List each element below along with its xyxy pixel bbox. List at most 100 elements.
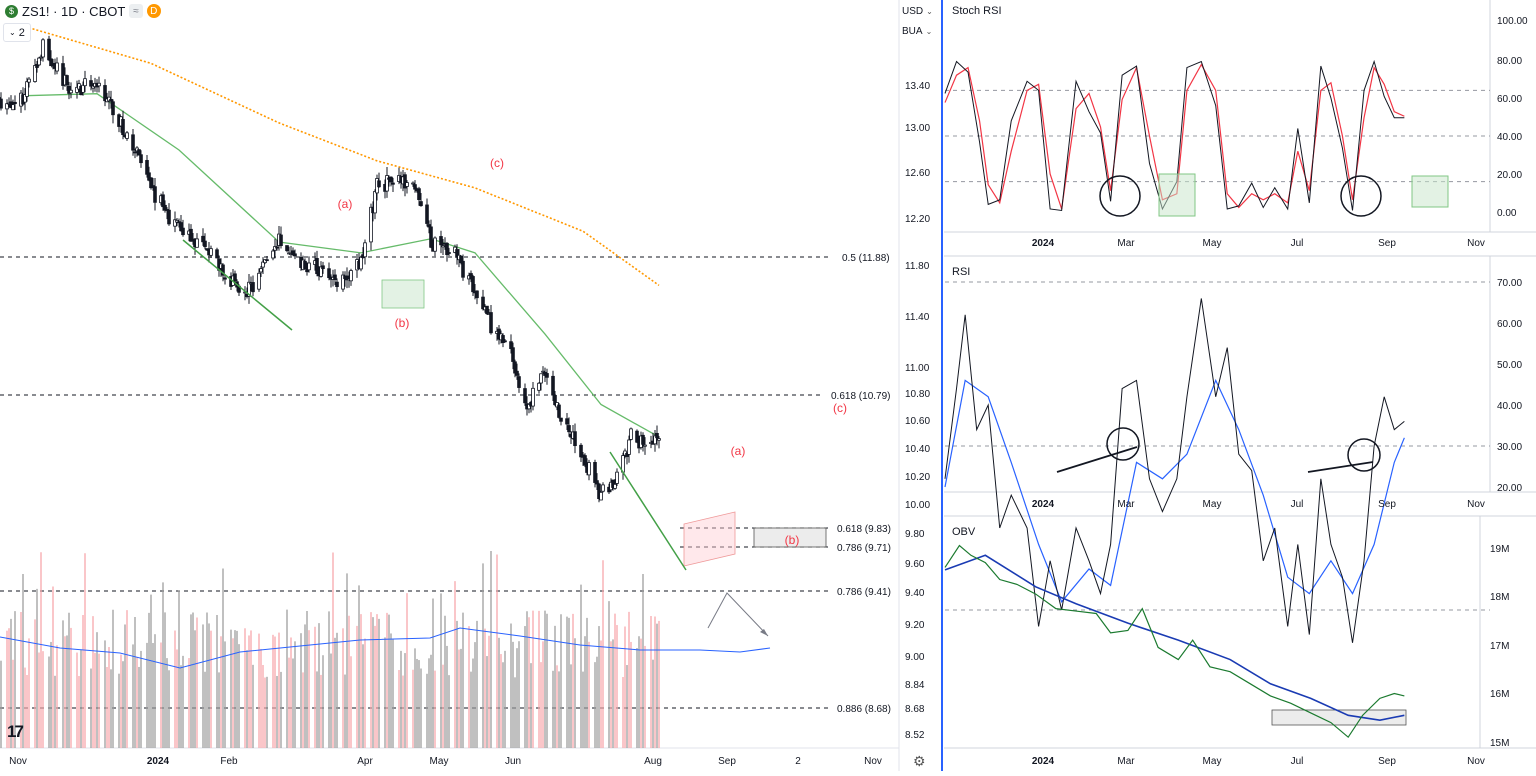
rsi-title: RSI xyxy=(952,266,970,278)
obv-time-label: May xyxy=(1203,756,1222,767)
unit-selector[interactable]: BUA ⌄ xyxy=(902,23,932,40)
candle-body xyxy=(406,183,409,187)
flag-channel xyxy=(684,512,735,566)
candle-body xyxy=(414,185,417,190)
candle-body xyxy=(588,463,591,475)
rsi-tick-label: 60.00 xyxy=(1497,319,1522,330)
wave-label: (b) xyxy=(785,533,800,547)
price-tick-label: 9.80 xyxy=(905,529,925,540)
fib-level-label: 0.618 (9.83) xyxy=(837,524,891,535)
candle-body xyxy=(132,135,135,150)
rsi-time-label: Mar xyxy=(1117,499,1135,510)
candle-body xyxy=(532,388,535,406)
candle-body xyxy=(0,99,2,108)
price-tick-label: 12.60 xyxy=(905,168,930,179)
candle-body xyxy=(252,282,255,291)
wave-label: (a) xyxy=(731,444,746,458)
time-tick-label: Apr xyxy=(357,756,373,767)
candle-body xyxy=(216,250,219,258)
price-pane: 0.5 (11.88)0.618 (10.79)0.618 (9.83)0.78… xyxy=(0,25,891,748)
stoch-time-label: May xyxy=(1203,238,1222,249)
obv-support-box xyxy=(1272,710,1406,725)
candle-body xyxy=(524,389,527,403)
candle-body xyxy=(448,253,451,254)
candle-body xyxy=(420,202,423,206)
soybean-logo-icon: $ xyxy=(5,5,18,18)
candle-body xyxy=(518,377,521,388)
delayed-data-badge[interactable]: D xyxy=(147,4,161,18)
candle-body xyxy=(12,105,15,110)
candle-body xyxy=(412,183,415,184)
chevron-down-icon: ⌄ xyxy=(926,27,933,36)
gear-icon[interactable]: ⚙ xyxy=(913,753,926,770)
tradingview-logo-icon[interactable]: 17 xyxy=(7,722,22,742)
candle-body xyxy=(66,76,69,85)
time-tick-label: Aug xyxy=(644,756,662,767)
price-tick-label: 9.20 xyxy=(905,620,925,631)
fib-level-label: 0.5 (11.88) xyxy=(842,253,890,264)
obv-time-label: Sep xyxy=(1378,756,1396,767)
candle-body xyxy=(138,150,141,156)
rsi-ma-line xyxy=(945,380,1404,601)
candle-body xyxy=(260,269,263,272)
candle-body xyxy=(276,247,279,248)
stoch-tick-label: 20.00 xyxy=(1497,170,1522,181)
price-tick-label: 11.00 xyxy=(905,363,930,374)
rsi-pane xyxy=(945,282,1490,643)
candle-body xyxy=(630,429,633,440)
candle-body xyxy=(304,261,307,268)
candle-body xyxy=(552,376,555,395)
fib-level-label: 0.786 (9.41) xyxy=(837,587,891,598)
price-tick-label: 9.60 xyxy=(905,559,925,570)
candle-body xyxy=(146,160,149,174)
downtrend-line xyxy=(183,240,292,330)
candle-body xyxy=(84,79,87,86)
ma50-line xyxy=(21,94,659,437)
candle-body xyxy=(490,313,493,333)
rsi-time-label: Sep xyxy=(1378,499,1396,510)
candle-body xyxy=(104,85,107,100)
candle-body xyxy=(540,374,543,383)
symbol-header[interactable]: $ ZS1! · 1D · CBOT ≈ D xyxy=(3,2,163,20)
obv-time-label: 2024 xyxy=(1032,756,1055,767)
candle-body xyxy=(322,266,325,269)
obv-tick-label: 16M xyxy=(1490,689,1509,700)
obv-tick-label: 15M xyxy=(1490,738,1509,749)
stoch-time-label: 2024 xyxy=(1032,238,1055,249)
collapse-indicators-button[interactable]: ⌄ 2 xyxy=(3,23,31,42)
price-tick-label: 10.80 xyxy=(905,389,930,400)
stoch-highlight-circle xyxy=(1100,176,1140,216)
price-tick-label: 10.40 xyxy=(905,444,930,455)
candle-body xyxy=(162,195,165,207)
candle-body xyxy=(204,241,207,247)
candle-body xyxy=(656,433,659,437)
candle-body xyxy=(126,133,129,139)
candle-body xyxy=(308,263,311,270)
candle-body xyxy=(350,271,353,281)
candle-body xyxy=(430,227,433,247)
candle-body xyxy=(516,371,519,375)
candle-body xyxy=(294,254,297,256)
obv-time-label: Jul xyxy=(1291,756,1304,767)
rsi-time-label: Jul xyxy=(1291,499,1304,510)
obv-time-label: Nov xyxy=(1467,756,1485,767)
obv-tick-label: 18M xyxy=(1490,592,1509,603)
projection-arrow xyxy=(708,593,768,636)
currency-label: USD xyxy=(902,6,923,17)
currency-selector[interactable]: USD ⌄ xyxy=(902,3,933,20)
stoch-oversold-box xyxy=(1159,174,1195,216)
candle-body xyxy=(90,81,93,87)
settlement-pill[interactable]: ≈ xyxy=(129,4,143,18)
candle-body xyxy=(140,155,143,163)
stoch-target-box xyxy=(1412,176,1448,207)
stoch-time-label: Nov xyxy=(1467,238,1485,249)
candle-body xyxy=(168,210,171,224)
unit-label: BUA xyxy=(902,26,923,37)
candle-body xyxy=(472,276,475,291)
time-tick-label: Sep xyxy=(718,756,736,767)
time-tick-label: Jun xyxy=(505,756,521,767)
price-tick-label: 12.20 xyxy=(905,214,930,225)
downtrend-line xyxy=(610,452,686,570)
candle-body xyxy=(390,177,393,182)
